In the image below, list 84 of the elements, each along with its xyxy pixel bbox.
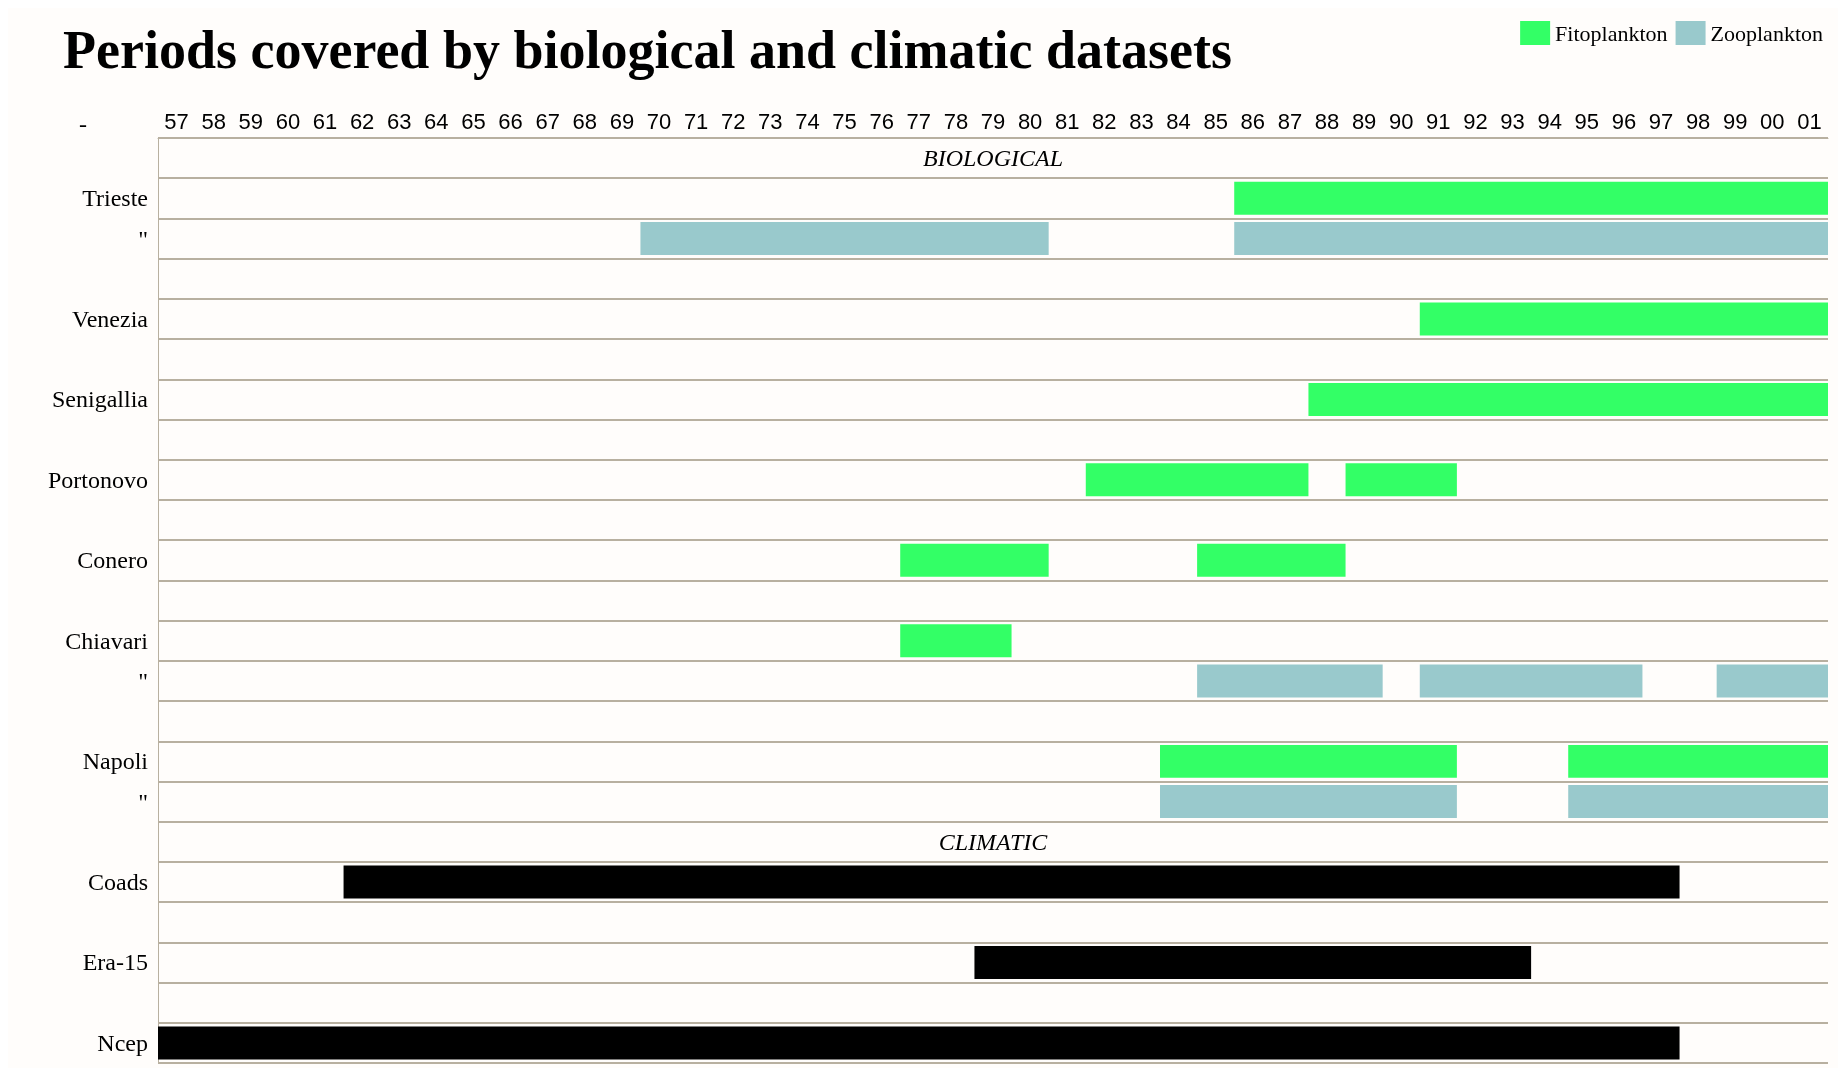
y-tick-label: " <box>138 225 148 252</box>
x-tick-label: 73 <box>758 108 783 134</box>
x-tick-label: 97 <box>1648 108 1674 134</box>
x-tick-label: 01 <box>1797 108 1822 134</box>
bar <box>1085 463 1309 497</box>
bar <box>974 945 1532 979</box>
bar <box>1716 664 1828 698</box>
legend-label: Zooplankton <box>1710 20 1824 46</box>
x-tick-label: 65 <box>461 108 486 134</box>
x-tick-label: 89 <box>1351 108 1377 134</box>
x-tick-label: 76 <box>869 108 894 134</box>
x-tick-label: 67 <box>535 108 560 134</box>
y-tick-label: Portonovo <box>47 466 148 493</box>
y-tick-label: Conero <box>77 547 148 574</box>
bar <box>1197 543 1346 577</box>
x-tick-label: 69 <box>609 108 635 134</box>
x-tick-label: 61 <box>312 108 338 134</box>
x-tick-label: 86 <box>1240 108 1266 134</box>
bar <box>1308 382 1828 416</box>
x-tick-label: 84 <box>1166 108 1191 134</box>
annotation: BIOLOGICAL <box>922 145 1064 172</box>
x-tick-label: 57 <box>164 108 189 134</box>
bar <box>900 543 1049 577</box>
x-tick-label: 58 <box>201 108 226 134</box>
x-tick-label: 88 <box>1314 108 1340 134</box>
legend-label: Fitoplankton <box>1555 20 1668 46</box>
x-tick-label: 91 <box>1426 108 1451 134</box>
x-tick-label: 98 <box>1685 108 1711 134</box>
x-tick-label: 70 <box>646 108 672 134</box>
y-tick-label: Napoli <box>82 748 149 775</box>
y-tick-label: Venezia <box>72 305 149 332</box>
bar <box>1197 664 1383 698</box>
annotation: CLIMATIC <box>938 828 1049 855</box>
bar <box>158 1026 1680 1060</box>
x-tick-label: 92 <box>1463 108 1488 134</box>
x-tick-label: 68 <box>572 108 598 134</box>
bar <box>1568 785 1828 819</box>
x-tick-label: 81 <box>1054 108 1080 134</box>
x-tick-label: 82 <box>1092 108 1117 134</box>
bar <box>1419 664 1643 698</box>
x-tick-label: 96 <box>1611 108 1637 134</box>
y-axis-title: - <box>79 111 87 137</box>
bar <box>1345 463 1457 497</box>
bar <box>900 624 1012 658</box>
y-tick-label: Trieste <box>82 185 148 212</box>
bar <box>1160 744 1457 778</box>
y-tick-label: Era-15 <box>82 949 148 976</box>
bar <box>1419 302 1828 336</box>
bar <box>1234 222 1828 256</box>
x-tick-label: 93 <box>1500 108 1525 134</box>
x-tick-label: 60 <box>275 108 301 134</box>
y-tick-label: Senigallia <box>52 386 149 413</box>
x-tick-label: 62 <box>349 108 375 134</box>
x-tick-label: 00 <box>1760 108 1785 134</box>
bar <box>1568 744 1828 778</box>
x-tick-label: 99 <box>1722 108 1748 134</box>
x-tick-label: 66 <box>498 108 523 134</box>
bar <box>1234 181 1828 215</box>
x-tick-label: 90 <box>1388 108 1414 134</box>
x-tick-label: 75 <box>832 108 857 134</box>
y-tick-label: " <box>138 667 148 694</box>
x-tick-label: 95 <box>1574 108 1600 134</box>
x-tick-label: 78 <box>943 108 969 134</box>
x-tick-label: 79 <box>980 108 1006 134</box>
x-tick-label: 63 <box>386 108 412 134</box>
x-tick-label: 83 <box>1129 108 1154 134</box>
x-tick-label: 71 <box>683 108 709 134</box>
x-tick-label: 87 <box>1277 108 1303 134</box>
bar <box>640 222 1049 256</box>
x-tick-label: 59 <box>238 108 264 134</box>
chart-title: Periods covered by biological and climatic datasets <box>63 20 1232 80</box>
y-tick-label: " <box>138 788 148 815</box>
x-tick-label: 80 <box>1017 108 1043 134</box>
y-tick-label: Ncep <box>97 1029 148 1056</box>
x-tick-label: 72 <box>720 108 746 134</box>
x-tick-label: 77 <box>906 108 932 134</box>
x-tick-label: 74 <box>795 108 820 134</box>
y-tick-label: Chiavari <box>65 627 149 654</box>
y-tick-label: Coads <box>88 869 148 896</box>
bar <box>343 865 1680 899</box>
x-tick-label: 94 <box>1537 108 1562 134</box>
bar <box>1160 785 1457 819</box>
x-tick-label: 85 <box>1203 108 1228 134</box>
x-tick-label: 64 <box>424 108 449 134</box>
